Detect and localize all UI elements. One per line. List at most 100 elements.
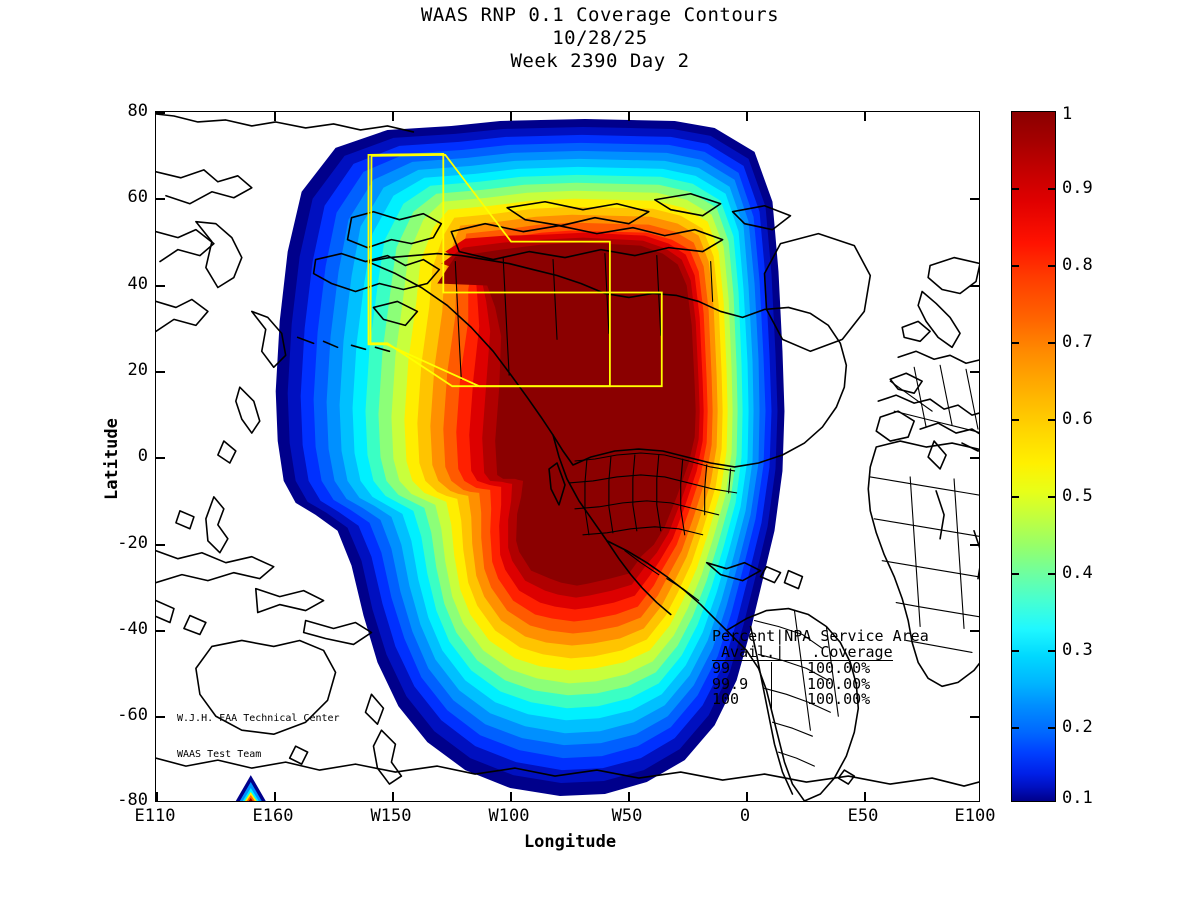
xtick-label: E100 [954,806,996,826]
xtick-mark-top [392,112,394,121]
xtick-mark [156,792,158,801]
colorbar-tick [1011,496,1019,498]
npa-stats-table: Percent|NPA Service Area Avail.| .Covera… [712,627,929,710]
stats-header-left-2: Avail. [712,642,776,661]
chart-title-line-3: Week 2390 Day 2 [510,50,690,72]
ytick-mark-right [970,544,979,546]
y-axis-title: Latitude [102,418,122,500]
xtick-mark-top [864,112,866,121]
ytick-label: -80 [117,790,148,810]
stats-header-left-1: Percent [712,627,776,645]
xtick-label: E50 [847,806,879,826]
ytick-label: -40 [117,619,148,639]
stats-coverage-value: 100.00% [807,690,871,708]
ytick-label: 60 [127,187,148,207]
colorbar-label: 0.5 [1062,486,1093,506]
xtick-mark-top [274,112,276,121]
colorbar-tick [1011,727,1019,729]
service-area-overlay [369,153,611,388]
xtick-mark [746,792,748,801]
xtick-mark [274,792,276,801]
colorbar-label: 0.2 [1062,717,1093,737]
colorbar-tick [1011,650,1019,652]
stats-avail-value: 99.9 [712,674,749,693]
stats-header-right-2: .Coverage [784,642,893,661]
colorbar-gradient [1012,112,1055,801]
colorbar-label: 0.8 [1062,255,1093,275]
chart-title-line-2: 10/28/25 [552,27,648,49]
ytick-mark-right [970,285,979,287]
stats-data-row: 100 100.00% [712,690,929,708]
ytick-label: 40 [127,274,148,294]
colorbar-label: 0.6 [1062,409,1093,429]
xtick-label: W100 [488,806,530,826]
stats-avail-value: 100 [712,690,740,708]
ytick-label: 80 [127,101,148,121]
colorbar-label: 0.7 [1062,332,1093,352]
xtick-mark [864,792,866,801]
xtick-label: W50 [611,806,643,826]
colorbar-tick-right [1048,188,1056,190]
chart-title-line-1: WAAS RNP 0.1 Coverage Contours [420,4,780,26]
xtick-label: 0 [739,806,751,826]
map-svg [156,113,979,801]
colorbar-label: 1 [1062,104,1073,124]
stats-header-right-1: NPA Service Area [784,627,929,645]
coverage-contour-field [275,118,785,797]
colorbar-label: 0.4 [1062,563,1093,583]
xtick-label: E110 [134,806,176,826]
stats-header-row-1: Percent|NPA Service Area [712,627,929,645]
ytick-mark [156,112,165,114]
xtick-mark [510,792,512,801]
colorbar-tick [1011,573,1019,575]
stats-data-row: 99 100.00% [712,659,929,677]
attribution-block: W.J.H. FAA Technical Center WAAS Test Te… [177,689,340,785]
colorbar-tick-right [1048,650,1056,652]
xtick-label: E160 [252,806,294,826]
colorbar-tick-right [1048,342,1056,344]
stats-header-row-2: Avail.| .Coverage [712,642,893,661]
ytick-mark [156,371,165,373]
world-coastlines [156,113,979,801]
attribution-line-2: WAAS Test Team [177,749,262,760]
ytick-mark [156,630,165,632]
ytick-mark-right [970,371,979,373]
ytick-mark-right [970,630,979,632]
colorbar-tick [1011,342,1019,344]
xtick-mark [628,792,630,801]
ytick-mark-right [970,716,979,718]
chart-title-block: WAAS RNP 0.1 Coverage Contours 10/28/25 … [0,4,1200,73]
stats-divider: | [775,627,785,645]
ytick-mark [156,716,165,718]
colorbar-tick [1011,419,1019,421]
colorbar-tick [1011,188,1019,190]
polar-coverage-spike [235,775,266,801]
npa-boundary [369,153,611,388]
xtick-mark-top [628,112,630,121]
x-axis-title: Longitude [523,832,617,852]
npa-service-area-polygon [367,152,663,388]
colorbar-tick-right [1048,727,1056,729]
ytick-mark [156,801,165,802]
xtick-mark-top [510,112,512,121]
colorbar-tick-right [1048,496,1056,498]
contour-band-1p00 [437,242,696,586]
xtick-mark [392,792,394,801]
xtick-label: W150 [370,806,412,826]
ytick-label: -20 [117,533,148,553]
colorbar-tick-right [1048,419,1056,421]
stats-divider-2: | [775,642,785,661]
ytick-mark [156,198,165,200]
colorbar [1011,111,1056,802]
ytick-mark-right [970,457,979,459]
colorbar-tick [1011,265,1019,267]
map-plot-area: W.J.H. FAA Technical Center WAAS Test Te… [155,111,980,802]
ytick-mark [156,457,165,459]
ytick-mark [156,544,165,546]
stats-avail-value: 99 [712,659,731,677]
colorbar-tick-right [1048,573,1056,575]
stats-coverage-value: 100.00% [807,674,871,693]
xtick-mark [979,792,980,801]
map-canvas [156,112,979,801]
